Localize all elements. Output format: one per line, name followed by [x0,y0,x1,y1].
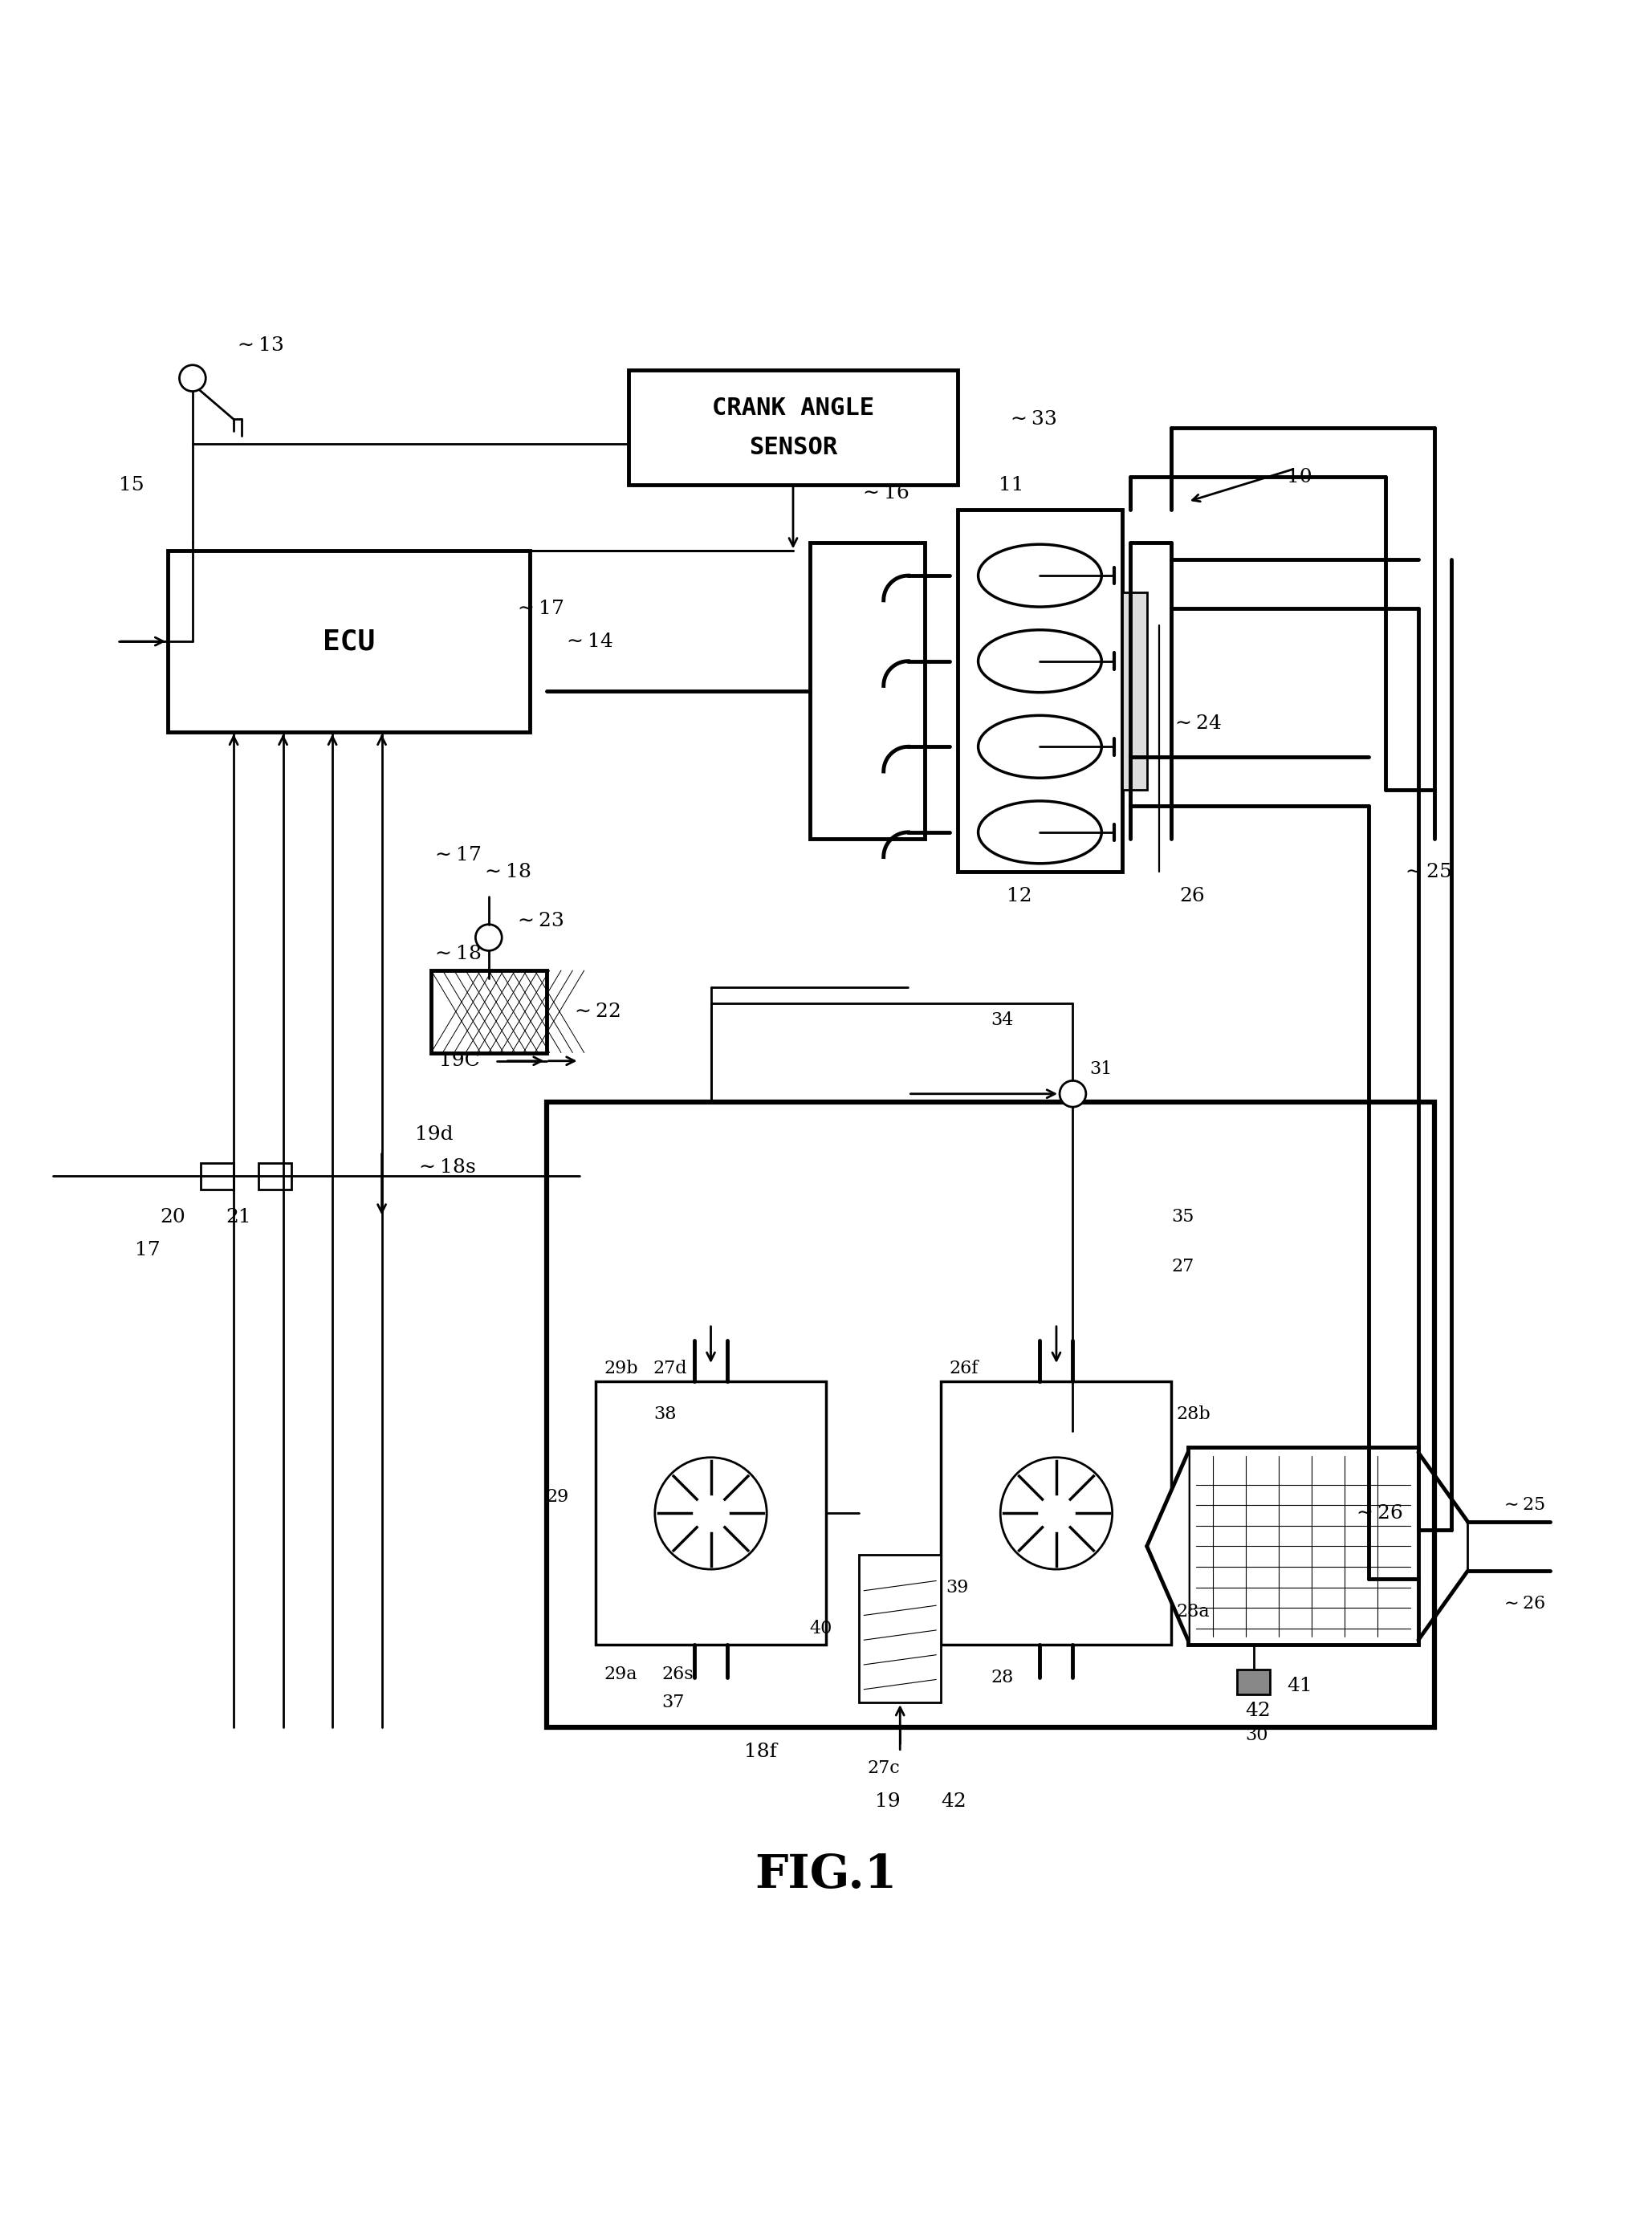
Text: 38: 38 [653,1405,676,1423]
Text: 26: 26 [1180,888,1206,906]
Ellipse shape [978,801,1102,863]
Bar [547,1103,1436,1727]
Text: 17: 17 [135,1242,160,1259]
Bar [942,1382,1171,1644]
Text: 30: 30 [1246,1727,1269,1745]
Text: 29a: 29a [605,1667,638,1684]
Text: $\sim$17: $\sim$17 [514,600,563,617]
Bar [859,1555,942,1702]
Text: 26s: 26s [661,1667,694,1684]
Text: $\sim$22: $\sim$22 [572,1002,621,1020]
Text: $\sim$18: $\sim$18 [481,863,530,881]
Circle shape [1001,1459,1112,1570]
Circle shape [654,1459,767,1570]
Text: 28a: 28a [1176,1604,1209,1622]
Text: $\sim$16: $\sim$16 [859,483,909,503]
Text: 35: 35 [1171,1208,1194,1226]
Text: $\sim$23: $\sim$23 [514,913,563,931]
Text: $\sim$18: $\sim$18 [431,944,482,964]
Text: 31: 31 [1089,1060,1112,1078]
Text: 18f: 18f [743,1743,776,1761]
Text: FIG.1: FIG.1 [755,1852,897,1897]
Text: 26f: 26f [950,1360,978,1378]
Text: $\sim$26: $\sim$26 [1353,1503,1403,1523]
Circle shape [476,924,502,951]
Text: 12: 12 [1008,888,1032,906]
Bar [258,1163,291,1190]
Text: 10: 10 [1287,468,1312,485]
Text: $\sim$14: $\sim$14 [563,633,613,651]
Text: 37: 37 [661,1693,684,1711]
Text: 34: 34 [991,1011,1013,1029]
Bar [1188,1447,1419,1644]
Text: $\sim$24: $\sim$24 [1171,714,1222,734]
Bar [628,369,958,485]
Text: 40: 40 [809,1620,833,1637]
Text: $\sim$25: $\sim$25 [1500,1497,1546,1514]
Bar [169,550,530,731]
Text: 28: 28 [991,1669,1013,1687]
Text: 39: 39 [947,1579,968,1597]
Text: 21: 21 [225,1208,251,1226]
Text: 29: 29 [547,1488,568,1506]
Text: 28b: 28b [1176,1405,1211,1423]
Text: ECU: ECU [322,629,375,655]
Text: 19C: 19C [439,1051,481,1069]
Bar [431,971,547,1054]
Text: 19d: 19d [415,1125,453,1143]
Bar [809,544,925,839]
Text: 42: 42 [1246,1702,1270,1720]
Text: 20: 20 [160,1208,185,1226]
Text: $\sim$25: $\sim$25 [1403,863,1452,881]
Circle shape [180,365,206,391]
Text: $\sim$18s: $\sim$18s [415,1159,476,1177]
Text: CRANK ANGLE: CRANK ANGLE [712,396,874,418]
Bar [958,510,1122,872]
Text: SENSOR: SENSOR [748,436,838,459]
Text: 15: 15 [119,476,144,494]
Text: 27c: 27c [867,1761,900,1776]
Bar [202,1163,233,1190]
Bar [596,1382,826,1644]
Text: 11: 11 [999,476,1024,494]
Bar [1122,593,1146,790]
Text: 42: 42 [942,1792,966,1810]
Text: $\sim$26: $\sim$26 [1500,1595,1546,1613]
Text: $\sim$13: $\sim$13 [233,336,284,353]
Text: 19: 19 [876,1792,900,1810]
Text: $\sim$33: $\sim$33 [1008,409,1057,430]
Ellipse shape [978,716,1102,778]
Ellipse shape [978,544,1102,606]
Circle shape [1059,1080,1085,1107]
Text: 41: 41 [1287,1678,1312,1696]
Ellipse shape [978,631,1102,693]
Polygon shape [1146,1452,1188,1640]
Bar [1237,1669,1270,1693]
Text: 29b: 29b [605,1360,638,1378]
Text: 27: 27 [1171,1257,1194,1275]
Text: 27d: 27d [653,1360,687,1378]
Text: $\sim$17: $\sim$17 [431,846,481,863]
